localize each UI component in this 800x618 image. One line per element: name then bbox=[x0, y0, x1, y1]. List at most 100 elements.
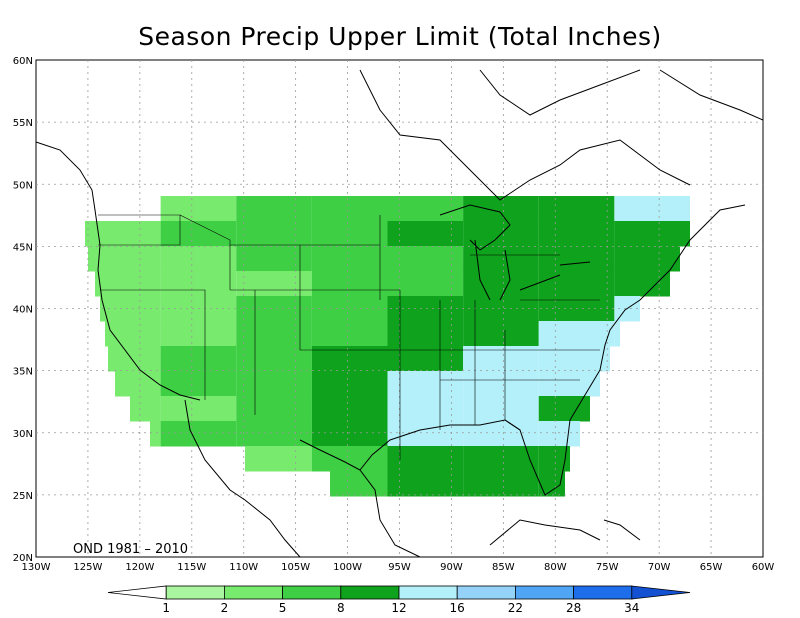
precip-cell bbox=[387, 471, 464, 497]
lat-tick-label: 45N bbox=[13, 242, 33, 253]
precip-cell bbox=[614, 321, 620, 347]
precip-cell bbox=[311, 246, 388, 272]
precip-cell bbox=[160, 396, 237, 422]
precip-cell bbox=[538, 321, 615, 347]
colorbar-segment bbox=[282, 585, 342, 600]
lat-tick-label: 20N bbox=[13, 553, 33, 564]
precip-cell bbox=[150, 421, 161, 447]
lon-tick-label: 85W bbox=[492, 562, 515, 573]
precip-cell bbox=[236, 421, 312, 447]
lon-tick-label: 100W bbox=[333, 562, 362, 573]
colorbar-label: 34 bbox=[624, 601, 639, 615]
colorbar-segment bbox=[631, 585, 691, 600]
precip-cell bbox=[236, 321, 312, 347]
precip-cell bbox=[160, 221, 237, 247]
colorbar-label: 16 bbox=[450, 601, 465, 615]
lon-tick-label: 95W bbox=[388, 562, 411, 573]
precip-cell bbox=[130, 396, 161, 422]
precip-cell bbox=[88, 196, 161, 222]
lat-tick-label: 50N bbox=[13, 180, 33, 191]
state-boundaries bbox=[98, 214, 600, 460]
precip-cell bbox=[236, 346, 312, 372]
lat-tick-label: 60N bbox=[13, 56, 33, 67]
colorbar-segment bbox=[107, 585, 167, 600]
precip-cell bbox=[463, 446, 539, 472]
precip-cell bbox=[236, 271, 312, 297]
precip-cell bbox=[538, 471, 565, 497]
colorbar-segment bbox=[223, 585, 283, 600]
precip-cell bbox=[311, 321, 388, 347]
precip-cell bbox=[160, 421, 237, 447]
colorbar-label: 5 bbox=[279, 601, 287, 615]
lon-tick-label: 90W bbox=[440, 562, 463, 573]
precip-cell bbox=[387, 196, 464, 222]
colorbar-label: 22 bbox=[508, 601, 523, 615]
colorbar-label: 12 bbox=[391, 601, 406, 615]
lon-tick-label: 60W bbox=[752, 562, 775, 573]
precip-cell bbox=[311, 196, 388, 222]
colorbar-label: 8 bbox=[337, 601, 345, 615]
colorbar-label: 1 bbox=[162, 601, 170, 615]
precip-cell bbox=[311, 371, 388, 397]
lon-tick-label: 115W bbox=[177, 562, 206, 573]
precip-cell bbox=[538, 421, 580, 447]
period-label: OND 1981 – 2010 bbox=[73, 542, 189, 557]
precip-cell bbox=[311, 421, 388, 447]
precip-cell bbox=[311, 221, 388, 247]
precip-cell bbox=[236, 196, 312, 222]
precip-cell bbox=[463, 196, 539, 222]
precip-cell bbox=[95, 271, 161, 297]
precip-cell bbox=[160, 321, 237, 347]
precip-cell bbox=[387, 246, 464, 272]
precip-cell bbox=[463, 271, 539, 297]
precip-cell bbox=[330, 471, 388, 497]
colorbar-segment bbox=[398, 585, 458, 600]
precip-cell bbox=[614, 246, 680, 272]
precip-cell bbox=[463, 246, 539, 272]
precip-cell bbox=[463, 396, 539, 422]
lat-tick-label: 40N bbox=[13, 305, 33, 316]
precip-field bbox=[85, 196, 690, 497]
lat-tick-label: 30N bbox=[13, 429, 33, 440]
longitude-labels: 130W 125W 120W 115W 110W 105W 100W 95W 90W 85W 80W… bbox=[22, 562, 775, 573]
precip-cell bbox=[88, 246, 161, 272]
precip-cell bbox=[387, 446, 464, 472]
lon-tick-label: 75W bbox=[596, 562, 619, 573]
lon-tick-label: 110W bbox=[229, 562, 258, 573]
precip-cell bbox=[538, 371, 600, 397]
lon-tick-label: 125W bbox=[73, 562, 102, 573]
lon-tick-label: 120W bbox=[125, 562, 154, 573]
precip-cell bbox=[538, 196, 615, 222]
colorbar-label: 2 bbox=[221, 601, 229, 615]
precip-cell bbox=[311, 271, 388, 297]
precip-cell bbox=[160, 371, 237, 397]
precip-cell bbox=[463, 321, 539, 347]
precip-cell bbox=[311, 446, 388, 472]
lon-tick-label: 80W bbox=[544, 562, 567, 573]
precip-cell bbox=[236, 246, 312, 272]
precip-cell bbox=[236, 371, 312, 397]
lon-tick-label: 70W bbox=[648, 562, 671, 573]
precip-cell bbox=[538, 246, 615, 272]
colorbar-segment bbox=[573, 585, 633, 600]
lat-tick-label: 25N bbox=[13, 491, 33, 502]
precip-cell bbox=[236, 221, 312, 247]
precip-cell bbox=[160, 346, 237, 372]
precip-cell bbox=[160, 246, 237, 272]
colorbar-segment bbox=[165, 585, 225, 600]
colorbar-segment bbox=[515, 585, 575, 600]
precip-cell bbox=[236, 296, 312, 322]
precip-cell bbox=[85, 221, 161, 247]
lat-tick-label: 35N bbox=[13, 367, 33, 378]
map-title: Season Precip Upper Limit (Total Inches) bbox=[138, 22, 662, 51]
lat-lon-gridlines bbox=[36, 60, 763, 557]
precip-cell bbox=[236, 396, 312, 422]
precip-cell bbox=[538, 271, 615, 297]
coastlines bbox=[35, 69, 764, 558]
precip-cell bbox=[160, 271, 237, 297]
precip-cell bbox=[614, 196, 690, 222]
precip-cell bbox=[115, 371, 161, 397]
latitude-labels: 60N 55N 50N 45N 40N 35N 30N 25N 20N bbox=[13, 56, 33, 564]
precip-cell bbox=[160, 196, 237, 222]
